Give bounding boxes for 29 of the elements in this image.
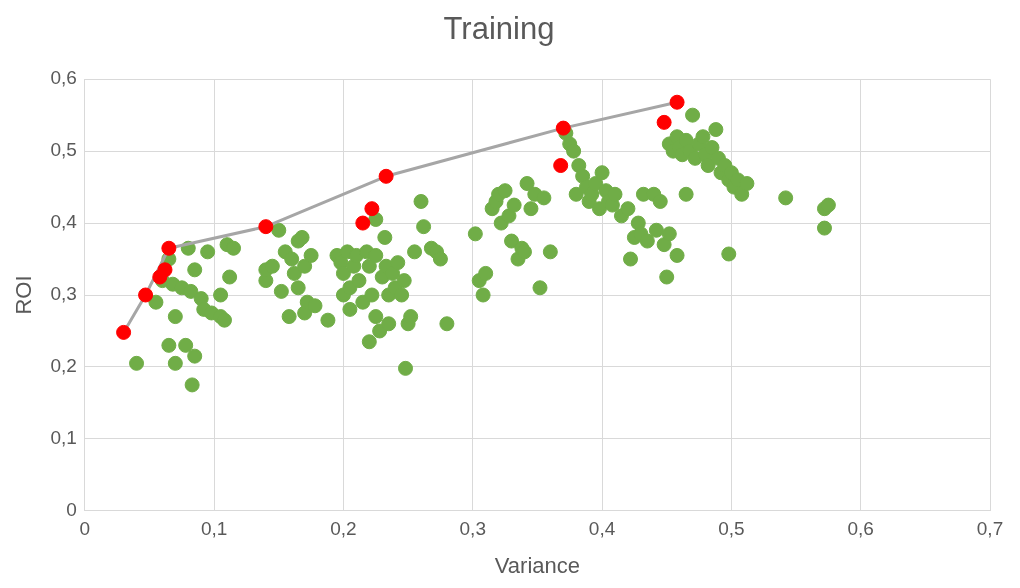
point [161, 240, 177, 256]
point [553, 158, 569, 174]
x-tick-label: 0,1 [200, 518, 228, 540]
point [656, 114, 672, 130]
y-tick-label: 0,5 [50, 139, 77, 161]
x-tick-label: 0,2 [330, 518, 357, 540]
x-tick-label: 0,4 [588, 518, 616, 540]
point [364, 201, 380, 217]
x-tick-label: 0,5 [718, 518, 745, 540]
y-tick-label: 0,3 [50, 283, 77, 305]
x-tick-label: 0,7 [976, 518, 1004, 540]
x-axis-title: Variance [494, 552, 581, 578]
y-tick-label: 0 [66, 499, 77, 521]
point [258, 219, 274, 235]
point [378, 168, 394, 184]
point [555, 120, 571, 136]
y-tick-label: 0,4 [50, 211, 78, 233]
y-tick-label: 0,2 [50, 355, 77, 377]
y-axis-title: ROI [11, 275, 37, 315]
point [138, 287, 154, 303]
y-tick-label: 0,6 [50, 67, 77, 89]
point [116, 324, 132, 340]
point [355, 215, 371, 231]
point [157, 262, 173, 278]
point [669, 94, 685, 110]
x-tick-label: 0,6 [847, 518, 874, 540]
chart-title: Training [443, 11, 555, 47]
x-tick-label: 0,3 [459, 518, 486, 540]
y-tick-label: 0,1 [50, 427, 77, 449]
